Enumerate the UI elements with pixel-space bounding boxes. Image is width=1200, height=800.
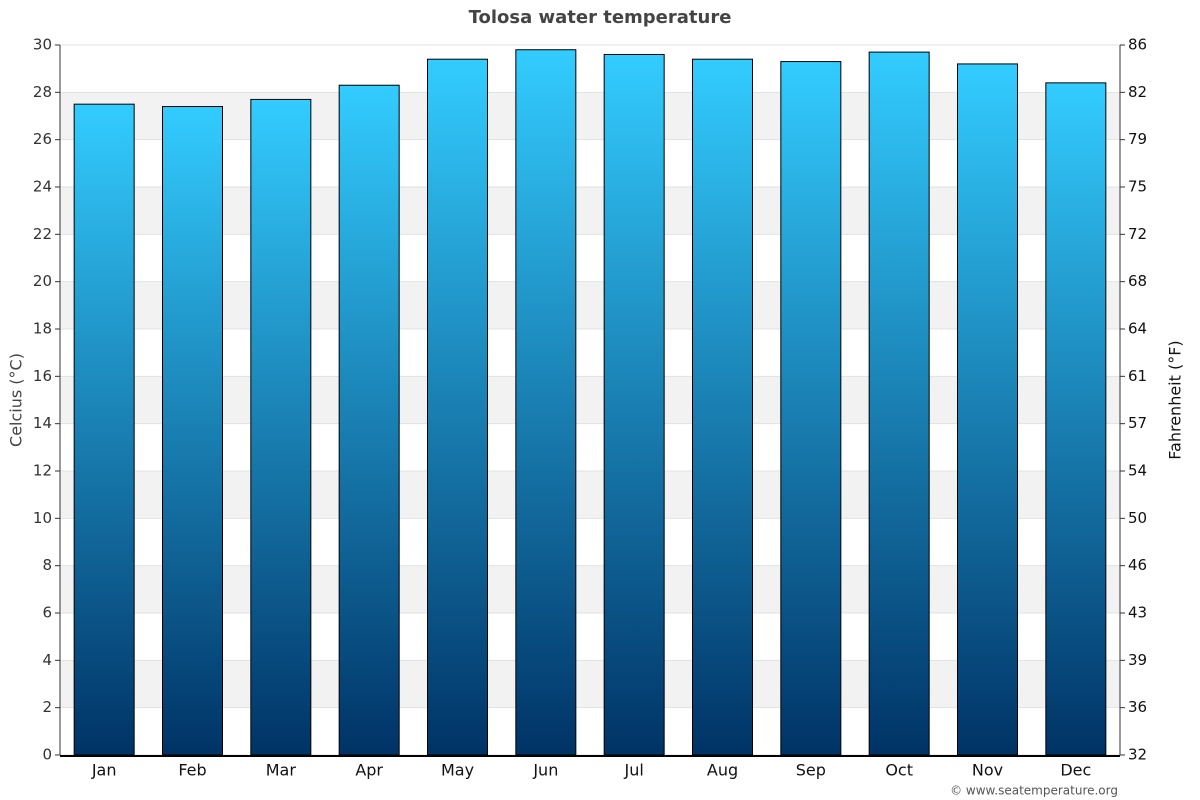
y2-tick-label: 75 [1128,178,1147,196]
y-tick-label: 12 [33,462,52,480]
y2-tick-label: 50 [1128,509,1147,527]
x-tick-label: Mar [266,761,297,780]
y-tick-label: 0 [42,746,52,764]
bar [73,103,135,756]
bar [692,58,753,756]
bar [427,58,488,756]
y-tick-label: 30 [33,36,52,54]
y-tick-label: 10 [33,509,52,527]
y2-tick-label: 32 [1128,746,1147,764]
y2-axis-label: Fahrenheit (°F) [1166,340,1185,459]
grid-band [60,281,1120,329]
y2-tick-label: 43 [1128,604,1147,622]
bar [1045,82,1107,756]
x-tick-label: Sep [796,761,826,780]
x-tick-label: Aug [707,761,738,780]
y-tick-label: 26 [33,130,52,148]
y2-tick-label: 86 [1128,36,1147,54]
x-tick-label: Dec [1060,761,1091,780]
chart-title: Tolosa water temperature [469,7,732,28]
bar [338,84,400,756]
bar [515,49,577,756]
grid-band [60,471,1120,519]
grid-band [60,660,1120,708]
y-tick-label: 4 [42,651,52,669]
x-tick-label: Jun [532,761,558,780]
y-axis-label: Celcius (°C) [7,353,26,447]
x-tick-label: Jan [91,761,117,780]
x-tick-label: Jul [624,761,644,780]
y2-tick-label: 79 [1128,130,1147,148]
y2-tick-label: 57 [1128,414,1147,432]
y2-tick-label: 82 [1128,83,1147,101]
x-tick-label: Nov [972,761,1003,780]
y2-tick-label: 68 [1128,272,1147,290]
y2-tick-label: 72 [1128,225,1147,243]
grid-band [60,565,1120,613]
bar [162,106,223,756]
x-tick-label: Feb [178,761,206,780]
y-tick-label: 8 [42,556,52,574]
y2-tick-label: 64 [1128,320,1147,338]
grid-band [60,376,1120,424]
y-tick-label: 18 [33,320,52,338]
x-tick-label: Apr [355,761,383,780]
y2-tick-label: 36 [1128,698,1147,716]
credit: © www.seatemperature.org [950,784,1118,798]
y-tick-label: 2 [42,698,52,716]
y-tick-label: 24 [33,178,52,196]
y-tick-label: 28 [33,83,52,101]
bar [780,61,842,756]
y-tick-label: 14 [33,414,52,432]
y-tick-label: 6 [42,604,52,622]
grid-band [60,92,1120,140]
grid-band [60,187,1120,235]
bar [603,53,665,756]
y2-tick-label: 46 [1128,556,1147,574]
y2-tick-label: 54 [1128,462,1147,480]
y2-tick-label: 61 [1128,367,1147,385]
x-tick-label: Oct [885,761,913,780]
y-tick-label: 16 [33,367,52,385]
bar [957,63,1018,756]
bar [250,98,312,756]
bar [868,51,930,756]
y2-tick-label: 39 [1128,651,1147,669]
x-tick-label: May [441,761,474,780]
y-tick-label: 22 [33,225,52,243]
y-tick-label: 20 [33,272,52,290]
